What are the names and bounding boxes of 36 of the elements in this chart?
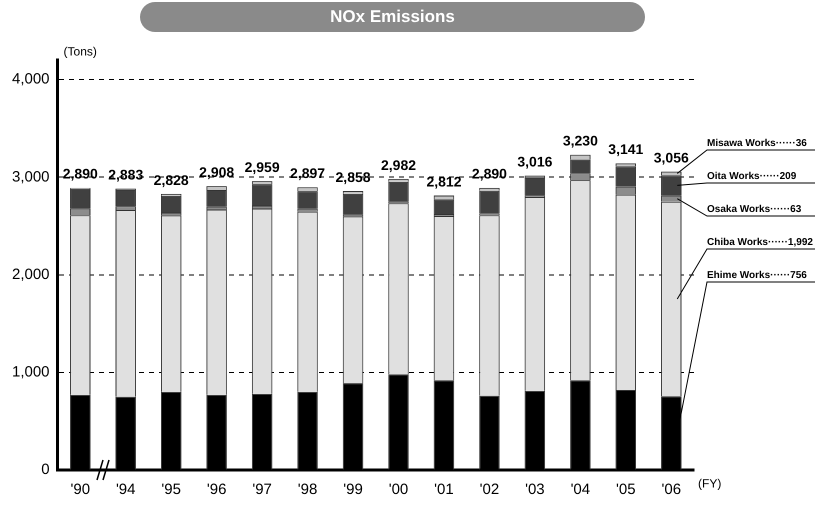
x-tick-label: '04 [570, 481, 590, 498]
x-axis-title: (FY) [698, 476, 722, 490]
total-label: 2,982 [380, 156, 416, 173]
x-tick-label: '97 [252, 481, 272, 498]
x-tick-label: '99 [343, 481, 363, 498]
x-tick-label: '96 [206, 481, 226, 498]
x-tick-label: '94 [116, 481, 136, 498]
text: Oita Works······209 [707, 170, 797, 182]
y-axis-title: (Tons) [64, 44, 97, 58]
x-tick-label: '02 [480, 481, 500, 498]
total-label: 3,056 [654, 150, 689, 166]
x-tick-label: '95 [161, 481, 181, 498]
text: Chiba Works······1,992 [707, 236, 814, 248]
text: Ehime Works······756 [707, 270, 808, 281]
x-tick-label: '03 [525, 481, 545, 498]
x-tick-label: '90 [70, 481, 90, 498]
total-label: 2,959 [244, 159, 280, 176]
total-label: 3,016 [517, 153, 553, 170]
y-tick-label: 2,000 [12, 266, 50, 283]
y-tick-label: 4,000 [12, 70, 50, 88]
y-tick-label: 1,000 [12, 364, 50, 381]
x-tick-label: '98 [298, 481, 318, 498]
text: Misawa Works······36 [707, 138, 808, 149]
x-tick-label: '00 [388, 481, 408, 498]
y-tick-label: 3,000 [12, 168, 50, 186]
total-label: 2,812 [426, 173, 462, 190]
x-tick-label: '05 [616, 481, 636, 498]
y-tick-label: 0 [41, 461, 50, 478]
x-tick-label: '01 [434, 481, 454, 498]
total-label: 3,141 [608, 141, 644, 158]
x-tick-label: '06 [661, 481, 682, 498]
chart-title: NOx Emissions [140, 2, 645, 32]
text: Osaka Works······63 [707, 204, 802, 215]
total-label: 2,828 [154, 172, 189, 188]
total-label: 3,230 [562, 132, 598, 149]
total-label: 2,908 [199, 164, 234, 180]
